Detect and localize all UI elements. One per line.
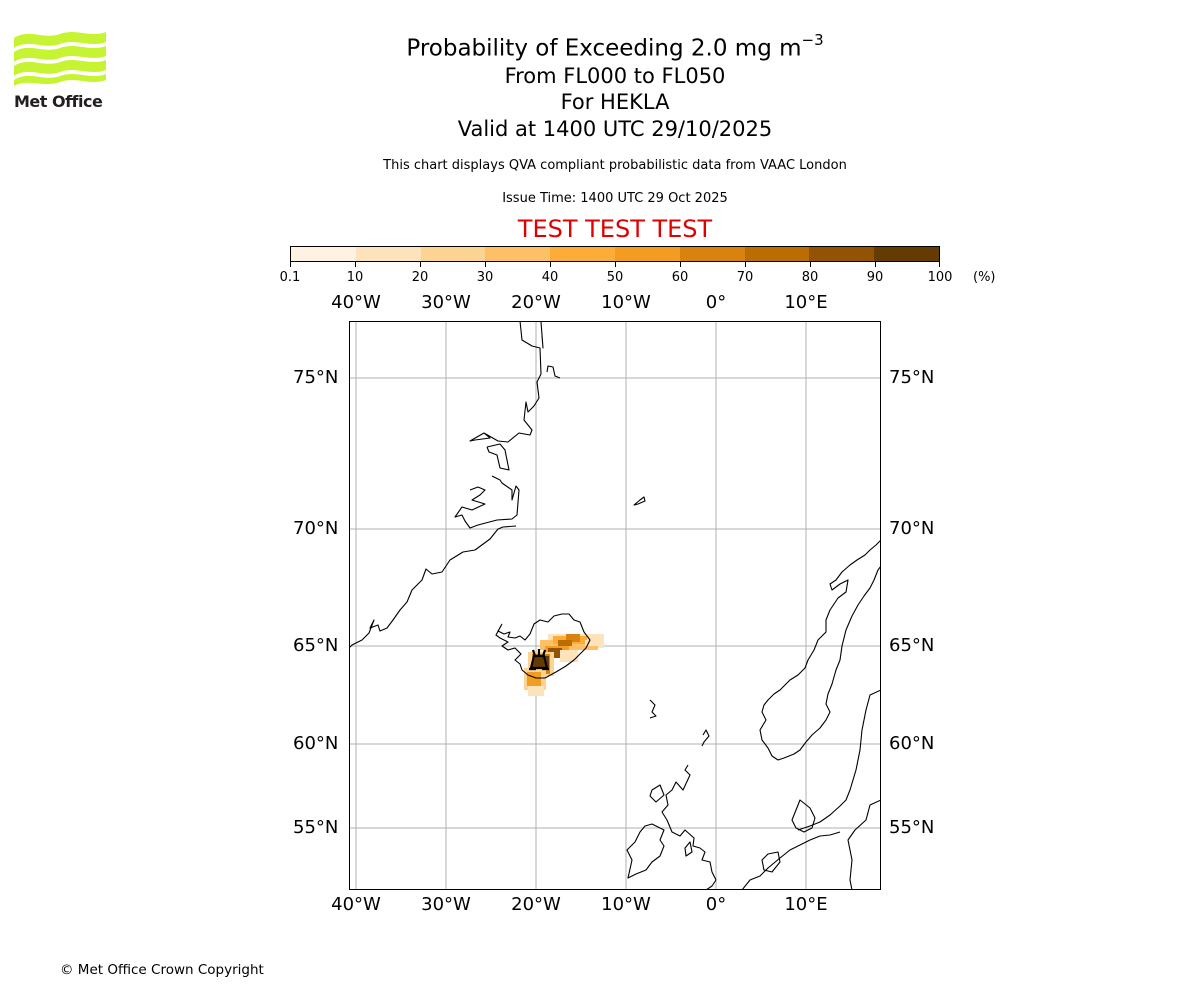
longitude-label: 10°E: [784, 292, 828, 313]
colorbar-tick: [615, 262, 616, 267]
colorbar-segment: [614, 247, 680, 261]
longitude-label: 10°E: [784, 894, 828, 915]
longitude-label: 0°: [705, 292, 727, 313]
longitude-label: 30°W: [421, 894, 471, 915]
map-panel[interactable]: [349, 321, 881, 890]
copyright-notice: © Met Office Crown Copyright: [60, 962, 264, 978]
longitude-label: 10°W: [601, 894, 651, 915]
volcano-icon: [529, 649, 549, 671]
title-superscript: −3: [801, 31, 824, 49]
description-text: This chart displays QVA compliant probab…: [383, 158, 847, 173]
colorbar-tick-label: 100: [927, 270, 953, 285]
latitude-label: 65°N: [293, 635, 339, 656]
colorbar-tick-label: 50: [606, 270, 624, 285]
latitude-label: 65°N: [889, 635, 935, 656]
colorbar-segment: [291, 247, 356, 261]
colorbar-tick: [745, 262, 746, 267]
colorbar-tick-label: 10: [346, 270, 364, 285]
longitude-label: 40°W: [331, 894, 381, 915]
colorbar-segment: [809, 247, 875, 261]
colorbar-tick: [355, 262, 356, 267]
colorbar-tick: [875, 262, 876, 267]
colorbar-tick: [420, 262, 421, 267]
title-flight-levels: From FL000 to FL050: [504, 64, 726, 88]
colorbar-tick: [939, 262, 940, 267]
latitude-label: 70°N: [293, 518, 339, 539]
colorbar-tick-label: 70: [736, 270, 754, 285]
coastlines: [350, 322, 880, 889]
gridlines: [350, 322, 880, 889]
colorbar-tick-label: 0.1: [279, 270, 301, 285]
longitude-label: 20°W: [511, 894, 561, 915]
latitude-label: 55°N: [889, 817, 935, 838]
longitude-label: 40°W: [331, 292, 381, 313]
colorbar-tick: [550, 262, 551, 267]
colorbar-segment: [550, 247, 615, 261]
colorbar-segment: [420, 247, 486, 261]
colorbar-tick-label: 90: [866, 270, 884, 285]
latitude-label: 75°N: [293, 367, 339, 388]
longitude-label: 20°W: [511, 292, 561, 313]
latitude-label: 75°N: [889, 367, 935, 388]
colorbar-tick-label: 60: [671, 270, 689, 285]
latitude-label: 70°N: [889, 518, 935, 539]
colorbar-tick: [485, 262, 486, 267]
colorbar-segment: [485, 247, 551, 261]
met-office-logo: Met Office: [14, 30, 106, 112]
colorbar-segment: [355, 247, 421, 261]
longitude-label: 30°W: [421, 292, 471, 313]
colorbar-tick: [290, 262, 291, 267]
colorbar-tick: [810, 262, 811, 267]
latitude-label: 55°N: [293, 817, 339, 838]
test-banner: TEST TEST TEST: [517, 215, 713, 243]
logo-text: Met Office: [14, 92, 103, 111]
title-main: Probability of Exceeding 2.0 mg m: [406, 35, 802, 62]
met-office-wave-logo-icon: [14, 32, 106, 86]
colorbar-tick-label: 40: [541, 270, 559, 285]
issue-time: Issue Time: 1400 UTC 29 Oct 2025: [502, 191, 728, 206]
chart-title: Probability of Exceeding 2.0 mg m−3: [315, 27, 915, 64]
colorbar-unit: (%): [973, 270, 996, 285]
colorbar-tick-label: 80: [801, 270, 819, 285]
latitude-label: 60°N: [293, 733, 339, 754]
colorbar: [290, 246, 940, 262]
colorbar-tick-label: 20: [411, 270, 429, 285]
map-canvas: [350, 322, 880, 889]
longitude-label: 0°: [705, 894, 727, 915]
colorbar-segment: [679, 247, 745, 261]
colorbar-segment: [744, 247, 810, 261]
colorbar-tick-label: 30: [476, 270, 494, 285]
longitude-label: 10°W: [601, 292, 651, 313]
latitude-label: 60°N: [889, 733, 935, 754]
colorbar-segment: [874, 247, 939, 261]
title-volcano: For HEKLA: [560, 90, 670, 114]
title-valid-time: Valid at 1400 UTC 29/10/2025: [457, 117, 773, 141]
colorbar-tick: [680, 262, 681, 267]
